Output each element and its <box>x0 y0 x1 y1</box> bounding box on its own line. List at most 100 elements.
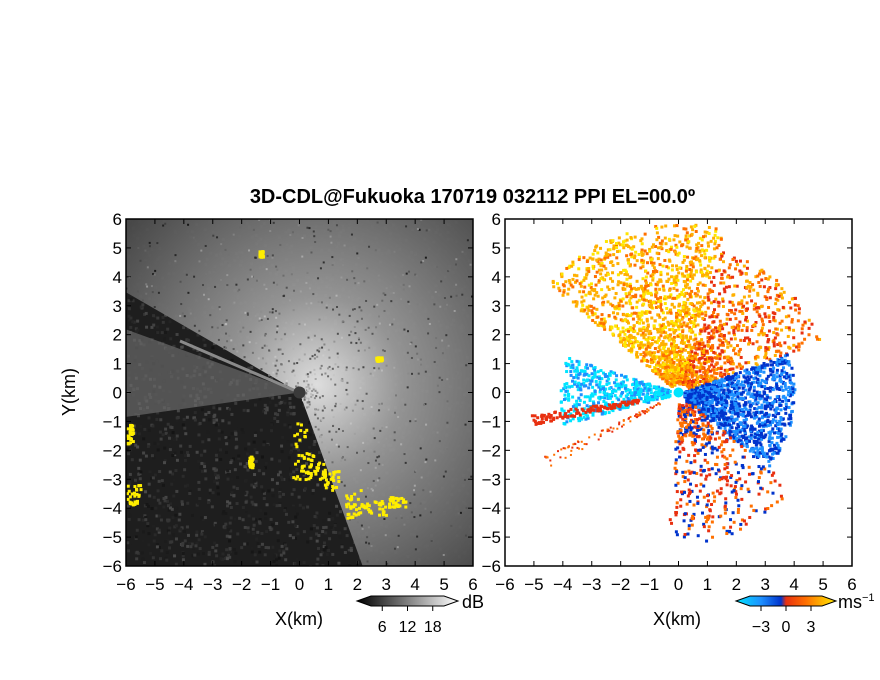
intensity-bright-speckle <box>436 364 439 367</box>
intensity-speckle <box>193 553 197 557</box>
intensity-speckle <box>127 318 131 322</box>
intensity-bright-speckle <box>334 405 337 408</box>
intensity-bright-speckle <box>390 178 392 180</box>
intensity-speckle <box>217 429 221 433</box>
intensity-bright-speckle <box>341 207 343 209</box>
intensity-speckle <box>131 320 135 324</box>
intensity-speckle <box>298 435 302 439</box>
intensity-bright-speckle <box>314 367 317 370</box>
velocity-cell <box>568 264 572 268</box>
intensity-speckle <box>168 546 172 550</box>
velocity-cell <box>667 349 671 353</box>
intensity-bright-speckle <box>296 382 299 385</box>
intensity-bright-speckle <box>311 390 314 393</box>
intensity-yellow-cell <box>353 492 357 496</box>
velocity-cell <box>672 335 676 339</box>
velocity-cell <box>701 283 705 287</box>
intensity-speckle <box>262 491 266 495</box>
velocity-cell <box>692 273 696 277</box>
intensity-bright-speckle <box>348 334 351 337</box>
intensity-bright-speckle <box>254 256 257 259</box>
intensity-yellow-cell <box>331 484 335 488</box>
intensity-speckle <box>252 532 256 536</box>
intensity-speckle <box>253 553 257 557</box>
intensity-yellow-cell <box>366 502 370 506</box>
velocity-cell <box>592 306 596 310</box>
intensity-bright-speckle <box>362 450 365 453</box>
intensity-speckle <box>136 414 140 418</box>
intensity-bright-speckle <box>329 235 332 238</box>
intensity-bright-speckle <box>393 318 396 321</box>
intensity-speckle <box>141 518 145 522</box>
intensity-speckle <box>197 487 201 491</box>
intensity-speckle <box>302 404 306 408</box>
intensity-bright-speckle <box>337 365 340 368</box>
velocity-cell <box>643 232 647 236</box>
intensity-speckle <box>214 405 218 409</box>
intensity-speckle <box>275 558 279 562</box>
velocity-cell <box>694 306 698 310</box>
intensity-bright-speckle <box>439 305 442 308</box>
velocity-cell <box>642 355 646 359</box>
intensity-bright-speckle <box>410 206 412 208</box>
intensity-bright-speckle <box>421 204 423 206</box>
intensity-bright-speckle <box>318 347 321 350</box>
intensity-speckle <box>254 459 258 463</box>
intensity-bright-speckle <box>144 249 147 252</box>
intensity-speckle <box>201 517 205 521</box>
intensity-yellow-cell <box>250 457 254 461</box>
velocity-cell <box>645 319 649 323</box>
intensity-speckle <box>153 473 157 477</box>
intensity-bright-speckle <box>455 294 458 297</box>
intensity-bright-speckle <box>346 381 349 384</box>
intensity-speckle <box>290 492 294 496</box>
velocity-cell <box>641 343 645 347</box>
intensity-bright-speckle <box>443 297 446 300</box>
intensity-bright-speckle <box>408 302 411 305</box>
intensity-bright-speckle <box>268 349 271 352</box>
intensity-yellow-cell <box>389 496 393 500</box>
intensity-yellow-cell <box>332 472 336 476</box>
intensity-speckle <box>199 465 203 469</box>
velocity-cell <box>685 305 689 309</box>
intensity-bright-speckle <box>307 336 310 339</box>
intensity-speckle <box>278 549 282 553</box>
intensity-speckle <box>157 528 161 532</box>
intensity-bright-speckle <box>464 534 467 537</box>
intensity-bright-speckle <box>454 202 456 204</box>
intensity-bright-speckle <box>407 372 410 375</box>
velocity-cell <box>634 311 638 315</box>
intensity-yellow-cell <box>132 491 136 495</box>
intensity-yellow-cell <box>128 495 132 499</box>
intensity-bright-speckle <box>335 209 337 211</box>
velocity-cell <box>672 350 676 354</box>
velocity-cell <box>708 258 712 262</box>
intensity-yellow-cell <box>337 476 341 480</box>
intensity-speckle <box>183 426 187 430</box>
velocity-cell <box>672 356 676 360</box>
velocity-cell <box>595 307 599 311</box>
intensity-speckle <box>283 507 287 511</box>
intensity-speckle <box>145 325 149 329</box>
velocity-cell <box>632 256 636 260</box>
intensity-speckle <box>233 430 237 434</box>
intensity-bright-speckle <box>310 393 313 396</box>
intensity-speckle <box>159 437 163 441</box>
intensity-bright-speckle <box>341 455 344 458</box>
velocity-cell <box>637 298 641 302</box>
intensity-yellow-cell <box>379 359 383 363</box>
intensity-bright-speckle <box>285 321 288 324</box>
velocity-cell <box>638 321 642 325</box>
intensity-bright-speckle <box>324 372 327 375</box>
intensity-speckle <box>263 553 267 557</box>
intensity-bright-speckle <box>420 476 423 479</box>
intensity-speckle <box>190 542 194 546</box>
intensity-yellow-cell <box>404 505 408 509</box>
velocity-cell <box>679 335 683 339</box>
intensity-speckle <box>228 550 232 554</box>
intensity-speckle <box>207 438 211 442</box>
velocity-cell <box>635 259 639 263</box>
intensity-speckle <box>169 337 173 341</box>
intensity-bright-speckle <box>385 437 388 440</box>
